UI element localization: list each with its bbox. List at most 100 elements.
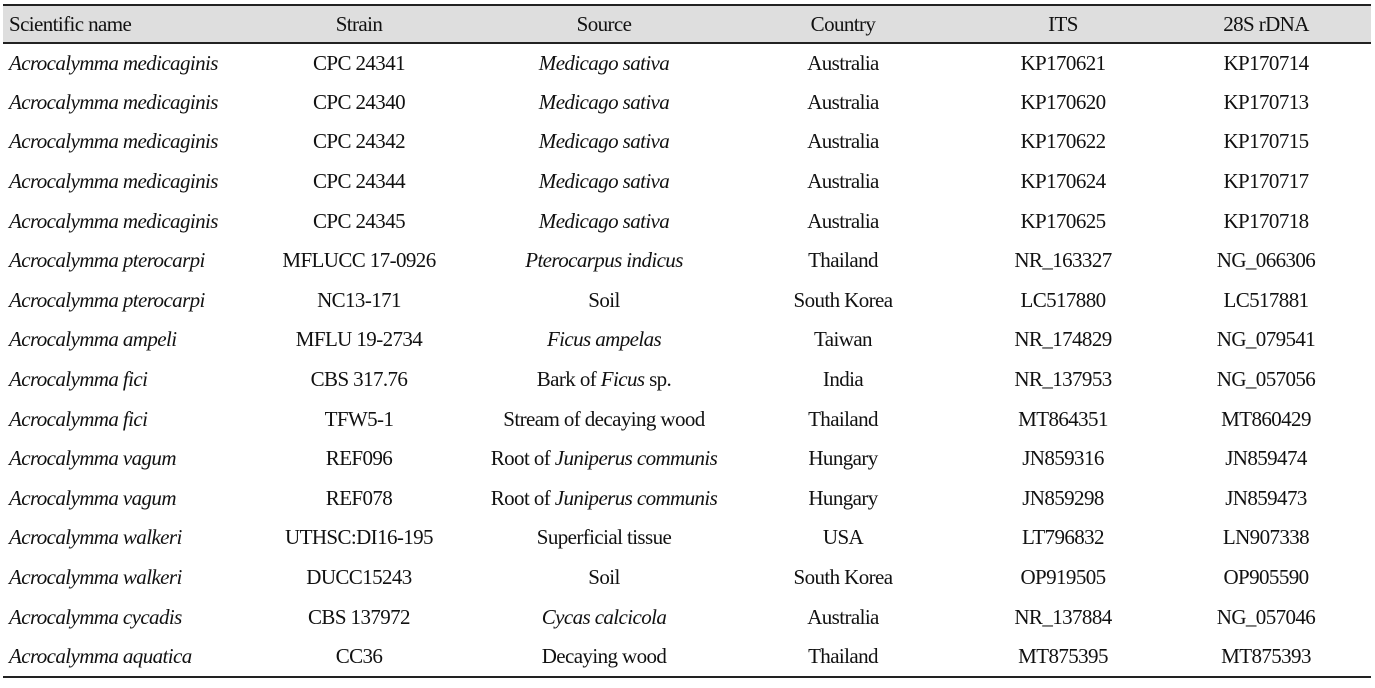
table-header: Scientific name Strain Source Country IT… [3,5,1371,43]
source-text-segment: Medicago sativa [538,169,670,194]
cell-its: NR_174829 [1014,327,1112,352]
source-text-segment: Medicago sativa [538,129,670,154]
cell-strain: CBS 317.76 [310,367,408,392]
cell-28s-rdna: KP170717 [1223,169,1309,194]
cell-28s-rdna: LC517881 [1223,287,1309,312]
cell-country: Thailand [808,248,878,273]
cell-source: Stream of decaying wood [487,399,721,439]
cell-country: Thailand [808,406,878,431]
cell-scientific-name: Acrocalymma medicaginis [9,89,218,114]
cell-strain: TFW5-1 [324,406,394,431]
cell-its: LC517880 [1020,287,1106,312]
source-text-segment: Medicago sativa [538,89,670,114]
cell-strain: NC13-171 [317,287,401,312]
table-row: Acrocalymma medicaginis CPC 24340 Medicago… [3,83,1371,123]
cell-strain: MFLUCC 17-0926 [282,248,436,273]
header-scientific-name: Scientific name [9,11,132,36]
cell-28s-rdna: MT860429 [1221,406,1311,431]
cell-scientific-name: Acrocalymma fici [9,406,148,431]
table-row: Acrocalymma fici TFW5-1 Stream of decaying… [3,399,1371,439]
cell-source: Bark of Ficus sp. [487,360,721,400]
cell-source: Decaying wood [487,637,721,677]
source-text-segment: Medicago sativa [538,50,670,75]
cell-its: KP170622 [1020,129,1106,154]
cell-country: Hungary [808,485,878,510]
cell-28s-rdna: KP170713 [1223,89,1309,114]
cell-country: Australia [807,50,879,75]
source-text-segment: Decaying wood [541,643,667,668]
cell-28s-rdna: LN907338 [1222,525,1310,550]
table-row: Acrocalymma walkeri DUCC15243 Soil South Ko… [3,558,1371,598]
cell-28s-rdna: MT875393 [1221,643,1311,668]
header-28s-rdna: 28S rDNA [1223,11,1309,36]
cell-scientific-name: Acrocalymma walkeri [9,525,182,550]
cell-country: USA [822,525,864,550]
source-text-segment: Root of [490,485,555,510]
cell-country: Thailand [808,643,878,668]
cell-country: Australia [807,129,879,154]
cell-source: Medicago sativa [487,201,721,241]
cell-source: Cycas calcicola [487,597,721,637]
table-row: Acrocalymma fici CBS 317.76 Bark of Ficus … [3,360,1371,400]
cell-its: KP170620 [1020,89,1106,114]
cell-28s-rdna: KP170718 [1223,208,1309,233]
cell-country: Hungary [808,446,878,471]
header-strain: Strain [335,11,383,36]
cell-strain: CPC 24345 [312,208,406,233]
cell-28s-rdna: OP905590 [1223,565,1309,590]
cell-strain: CBS 137972 [308,604,411,629]
source-text-segment: Medicago sativa [538,208,670,233]
cell-source: Soil [487,281,721,321]
cell-its: NR_137953 [1014,367,1112,392]
table-row: Acrocalymma vagum REF096 Root of Juniperus… [3,439,1371,479]
source-text-segment: Juniperus communis [554,485,718,510]
cell-its: JN859298 [1022,485,1104,510]
header-row: Scientific name Strain Source Country IT… [3,5,1371,43]
cell-its: KP170621 [1020,50,1106,75]
cell-its: KP170625 [1020,208,1106,233]
cell-country: South Korea [793,565,894,590]
cell-source: Root of Juniperus communis [487,479,721,519]
cell-its: LT796832 [1022,525,1105,550]
cell-scientific-name: Acrocalymma cycadis [9,604,182,629]
cell-strain: MFLU 19-2734 [295,327,423,352]
cell-its: NR_163327 [1014,248,1112,273]
source-text-segment: Juniperus communis [554,446,718,471]
species-table: Scientific name Strain Source Country IT… [3,4,1371,678]
table-body: Acrocalymma medicaginis CPC 24341 Medicago… [3,43,1371,677]
cell-strain: CPC 24340 [312,89,406,114]
cell-scientific-name: Acrocalymma medicaginis [9,169,218,194]
cell-strain: REF078 [325,485,393,510]
cell-strain: CC36 [335,643,383,668]
table-row: Acrocalymma cycadis CBS 137972 Cycas calci… [3,597,1371,637]
cell-strain: DUCC15243 [306,565,412,590]
cell-country: India [822,367,864,392]
cell-28s-rdna: JN859474 [1225,446,1307,471]
cell-strain: CPC 24342 [312,129,406,154]
cell-its: KP170624 [1020,169,1106,194]
cell-its: NR_137884 [1014,604,1112,629]
source-text-segment: Pterocarpus indicus [525,248,683,273]
source-text-segment: Root of [490,446,555,471]
cell-source: Pterocarpus indicus [487,241,721,281]
cell-country: Australia [807,89,879,114]
cell-its: MT875395 [1018,643,1108,668]
cell-its: OP919505 [1020,565,1106,590]
cell-country: South Korea [793,287,894,312]
source-text-segment: Bark of [536,367,601,392]
cell-source: Soil [487,558,721,598]
table-row: Acrocalymma pterocarpi NC13-171 Soil South … [3,281,1371,321]
cell-its: JN859316 [1022,446,1104,471]
source-text-segment: Ficus [600,367,645,392]
cell-source: Medicago sativa [487,43,721,83]
cell-source: Ficus ampelas [487,320,721,360]
cell-scientific-name: Acrocalymma walkeri [9,565,182,590]
cell-country: Australia [807,208,879,233]
cell-country: Taiwan [814,327,873,352]
cell-strain: REF096 [325,446,393,471]
table-row: Acrocalymma aquatica CC36 Decaying wood Tha… [3,637,1371,677]
cell-scientific-name: Acrocalymma vagum [9,485,176,510]
cell-scientific-name: Acrocalymma medicaginis [9,50,218,75]
cell-28s-rdna: NG_079541 [1216,327,1316,352]
cell-28s-rdna: NG_057046 [1216,604,1316,629]
